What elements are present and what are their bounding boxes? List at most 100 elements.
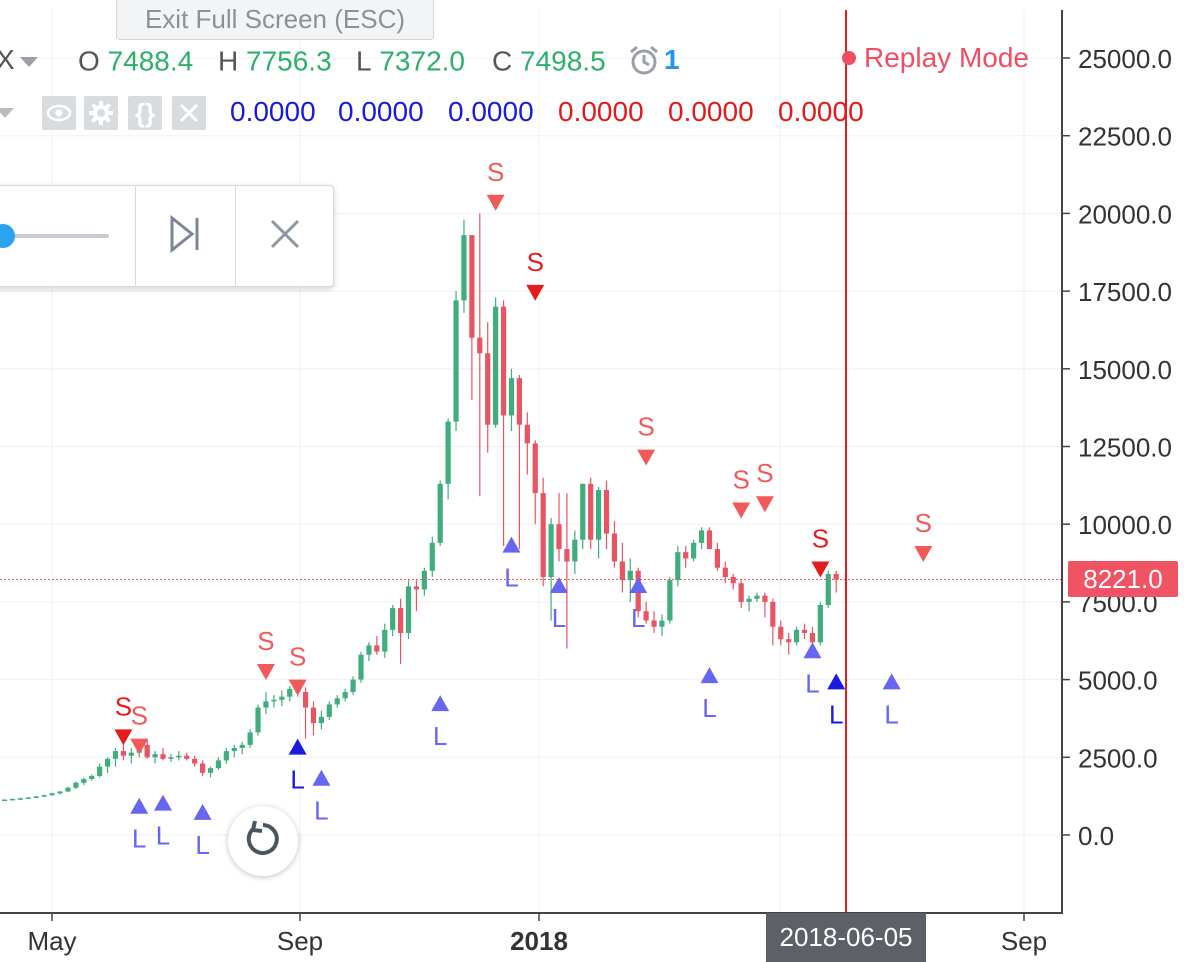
candle-body [263,701,269,708]
price-axis: 25000.0 22500.0 20000.0 17500.0 15000.0 12500… [1062,44,1172,851]
buy-signal-arrow [312,769,331,786]
candle [833,570,839,593]
candle-body [556,524,562,550]
buy-signal-label: L [504,563,518,593]
candle-body [698,530,705,543]
chevron-down-icon[interactable] [20,57,38,67]
alert-count-badge: 1 [664,44,680,75]
exit-fullscreen-button[interactable]: Exit Full Screen (ESC) [116,0,434,40]
buy-signal-arrow [154,794,172,811]
candle [302,687,309,739]
gear-icon[interactable] [84,96,118,130]
braces-icon[interactable]: {} [128,96,162,130]
candle [366,642,372,661]
candle-body [801,629,808,633]
candle-body [310,707,317,724]
close-icon[interactable] [172,96,206,130]
candle-body [722,567,728,578]
buy-signal-label: L [631,603,645,633]
replay-mode-label: Replay Mode [864,42,1029,73]
candle-body [390,608,396,630]
candle-body [176,755,182,758]
candle [619,542,625,593]
candle [437,480,443,546]
high-key: H [218,45,239,77]
undo-icon [241,817,285,866]
symbol-label[interactable]: X [0,44,15,75]
candle [588,477,594,550]
candle-body [508,378,515,416]
candle-body [778,626,784,640]
candle-body [366,645,372,655]
candle [247,729,253,748]
sell-signal-arrow [637,449,656,466]
price-tick-label: 12500.0 [1078,433,1172,463]
close-value: 7498.5 [520,45,606,77]
candle-body [786,639,792,643]
candle-body [231,747,237,752]
undo-button[interactable] [228,806,298,876]
buy-signal-arrow [288,738,307,755]
buy-signal-label: L [829,699,843,729]
candle [144,738,150,759]
price-tick-label: 22500.0 [1078,122,1172,152]
candle [611,521,618,568]
candle [801,623,808,640]
candle-body [540,493,546,578]
candle [421,567,427,596]
candle-body [279,696,285,700]
price-tick-label: 5000.0 [1078,666,1158,696]
candle [65,786,71,793]
candle-body [247,732,253,745]
candle-body [437,483,443,543]
candle-body [41,795,47,797]
candle [239,741,245,755]
candle [287,685,293,702]
candle [572,530,578,574]
candle [469,235,475,400]
indicator-value-1: 0.0000 [230,96,316,127]
price-tick-label: 10000.0 [1078,510,1172,540]
candle-body [659,620,665,627]
buy-signal-label: L [195,830,209,860]
close-replay-button[interactable] [236,186,334,286]
candle-body [548,524,554,578]
candle-body [809,632,816,643]
replay-date-badge: 2018-06-05 [766,913,926,962]
replay-speed-slider[interactable] [0,234,109,238]
candle-body [572,539,578,562]
eye-icon[interactable] [42,96,76,130]
candle [746,595,752,612]
buy-signal-label: L [156,821,170,851]
buy-signal-label: L [702,693,716,723]
candle [350,676,356,696]
candle [809,626,816,646]
candle [318,710,324,730]
candle [120,744,126,761]
chevron-down-icon[interactable] [0,108,14,118]
candle-body [358,654,364,680]
last-price-badge: 8221.0 [1068,561,1178,597]
candle [382,623,388,658]
candle-body [49,793,55,796]
candle [73,781,79,790]
step-forward-button[interactable] [136,186,234,286]
candle-body [184,755,190,759]
candle-body [405,586,412,633]
slider-knob[interactable] [0,224,15,248]
time-tick-label: Sep [1001,926,1047,956]
chart-grid [0,10,1062,912]
candle [778,620,784,646]
candle-body [168,757,174,759]
replay-mode-indicator: Replay Mode [842,38,1029,78]
alarm-clock-icon[interactable] [628,44,660,87]
candle-body [223,751,229,761]
sell-signal-label: S [115,691,132,721]
candle-body [794,629,800,643]
candle-body [97,766,103,776]
candle-body [287,688,293,697]
buy-signal-arrow [130,797,149,814]
candle [104,757,111,773]
candle [794,626,800,646]
